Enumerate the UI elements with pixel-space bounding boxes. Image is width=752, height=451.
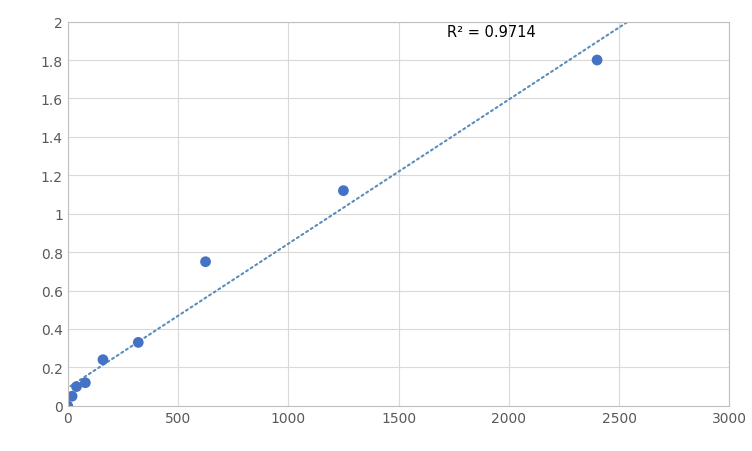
Point bbox=[71, 383, 83, 391]
Text: R² = 0.9714: R² = 0.9714 bbox=[447, 25, 536, 40]
Point bbox=[199, 258, 211, 266]
Point bbox=[66, 393, 78, 400]
Point bbox=[97, 356, 109, 364]
Point bbox=[338, 188, 350, 195]
Point bbox=[591, 57, 603, 64]
Point bbox=[62, 402, 74, 410]
Point bbox=[79, 379, 91, 387]
Point bbox=[132, 339, 144, 346]
